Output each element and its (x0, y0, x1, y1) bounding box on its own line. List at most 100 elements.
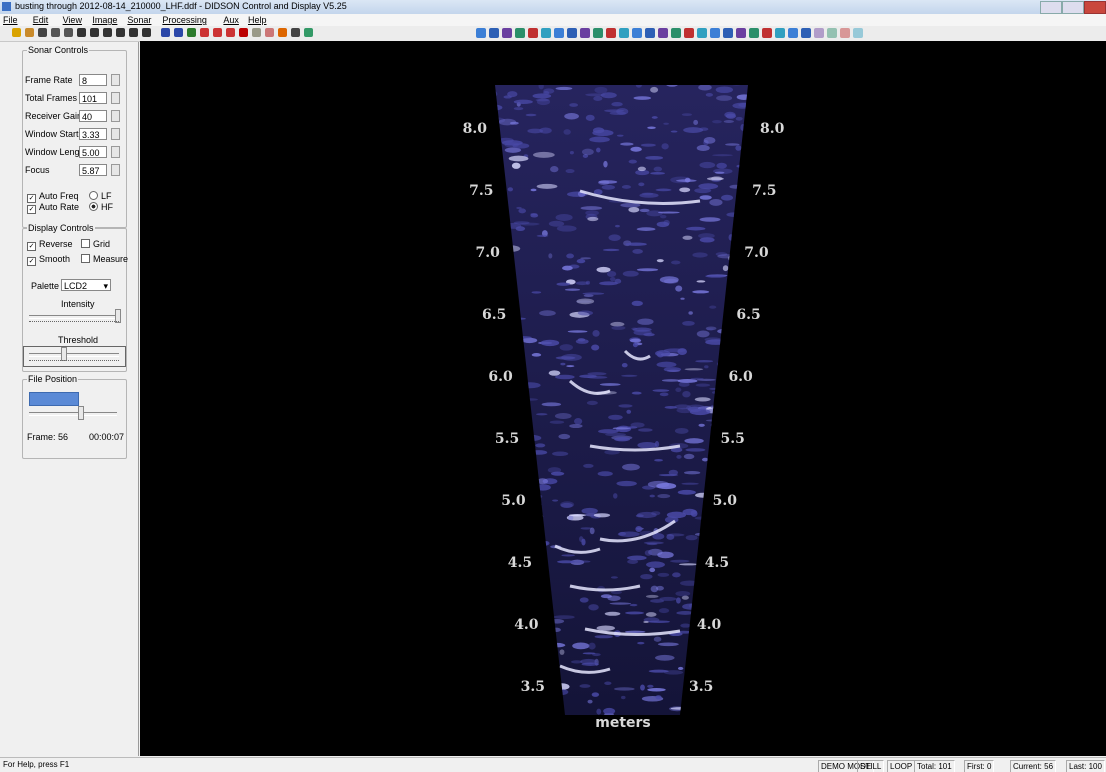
toolbar-button[interactable] (528, 28, 538, 38)
toolbar-button[interactable] (671, 28, 681, 38)
toolbar-button[interactable] (723, 28, 733, 38)
toolbar-button[interactable] (116, 28, 125, 37)
toolbar-button[interactable] (187, 28, 196, 37)
radio-button[interactable] (89, 191, 98, 200)
toolbar-button[interactable] (239, 28, 248, 37)
toolbar-button[interactable] (64, 28, 73, 37)
range-label-left: 7.0 (476, 245, 501, 261)
checkbox[interactable] (81, 254, 90, 263)
toolbar-button[interactable] (619, 28, 629, 38)
close-button[interactable] (1084, 1, 1106, 14)
toolbar-button[interactable] (252, 28, 261, 37)
option[interactable]: ✓Auto Rate (27, 202, 79, 214)
toolbar-button[interactable] (226, 28, 235, 37)
toolbar-button[interactable] (25, 28, 34, 37)
toolbar-button[interactable] (12, 28, 21, 37)
checkbox[interactable]: ✓ (27, 257, 36, 266)
toolbar-button[interactable] (840, 28, 850, 38)
radio-button[interactable] (89, 202, 98, 211)
toolbar-button[interactable] (853, 28, 863, 38)
toolbar-button[interactable] (304, 28, 313, 37)
speckle (539, 127, 551, 133)
toolbar-button[interactable] (200, 28, 209, 37)
minimize-button[interactable] (1040, 1, 1062, 14)
menu-item[interactable]: View (63, 15, 82, 25)
toolbar-button[interactable] (129, 28, 138, 37)
field-input[interactable]: 40 (79, 110, 107, 122)
option[interactable]: HF (89, 202, 113, 212)
toolbar-button[interactable] (174, 28, 183, 37)
toolbar-button[interactable] (554, 28, 564, 38)
option[interactable]: Measure (81, 254, 128, 264)
threshold-thumb[interactable] (61, 347, 67, 361)
palette-select[interactable]: LCD2▾ (61, 279, 111, 291)
toolbar-button[interactable] (213, 28, 222, 37)
option[interactable]: ✓Reverse (27, 239, 73, 251)
spin-button[interactable] (111, 164, 120, 176)
toolbar-button[interactable] (567, 28, 577, 38)
field-input[interactable]: 8 (79, 74, 107, 86)
field-input[interactable]: 5.87 (79, 164, 107, 176)
checkbox[interactable] (81, 239, 90, 248)
toolbar-button[interactable] (541, 28, 551, 38)
spin-button[interactable] (111, 74, 120, 86)
toolbar-button[interactable] (788, 28, 798, 38)
spin-button[interactable] (111, 92, 120, 104)
spin-button[interactable] (111, 110, 120, 122)
toolbar-button[interactable] (51, 28, 60, 37)
toolbar-button[interactable] (710, 28, 720, 38)
toolbar-button[interactable] (90, 28, 99, 37)
menu-item[interactable]: Sonar (127, 15, 151, 25)
toolbar-button[interactable] (684, 28, 694, 38)
menu-item[interactable]: Image (92, 15, 117, 25)
option[interactable]: Grid (81, 239, 110, 249)
speckle (593, 127, 604, 133)
option[interactable]: ✓Smooth (27, 254, 70, 266)
toolbar-button[interactable] (606, 28, 616, 38)
toolbar-button[interactable] (476, 28, 486, 38)
field-input[interactable]: 5.00 (79, 146, 107, 158)
menu-item[interactable]: Processing (162, 15, 207, 25)
toolbar-button[interactable] (278, 28, 287, 37)
toolbar-button[interactable] (762, 28, 772, 38)
field-input[interactable]: 101 (79, 92, 107, 104)
toolbar-button[interactable] (775, 28, 785, 38)
toolbar-button[interactable] (658, 28, 668, 38)
toolbar-button[interactable] (645, 28, 655, 38)
spin-button[interactable] (111, 146, 120, 158)
checkbox[interactable]: ✓ (27, 205, 36, 214)
toolbar-button[interactable] (502, 28, 512, 38)
spin-button[interactable] (111, 128, 120, 140)
toolbar-button[interactable] (489, 28, 499, 38)
menu-item[interactable]: Edit (33, 15, 49, 25)
menu-item[interactable]: Help (248, 15, 267, 25)
speckle (551, 628, 561, 632)
toolbar-button[interactable] (814, 28, 824, 38)
toolbar-button[interactable] (142, 28, 151, 37)
field-input[interactable]: 3.33 (79, 128, 107, 140)
toolbar-button[interactable] (736, 28, 746, 38)
checkbox[interactable]: ✓ (27, 242, 36, 251)
toolbar-button[interactable] (265, 28, 274, 37)
position-slider[interactable] (29, 412, 117, 416)
toolbar-button[interactable] (291, 28, 300, 37)
toolbar-button[interactable] (77, 28, 86, 37)
menu-item[interactable]: File (3, 15, 18, 25)
intensity-slider[interactable] (29, 315, 119, 319)
threshold-slider[interactable] (29, 353, 119, 357)
toolbar-button[interactable] (593, 28, 603, 38)
option[interactable]: LF (89, 191, 112, 201)
toolbar-button[interactable] (632, 28, 642, 38)
toolbar-button[interactable] (103, 28, 112, 37)
menu-item[interactable]: Aux (223, 15, 239, 25)
toolbar-button[interactable] (161, 28, 170, 37)
toolbar-button[interactable] (801, 28, 811, 38)
toolbar-button[interactable] (580, 28, 590, 38)
maximize-button[interactable] (1062, 1, 1084, 14)
toolbar-button[interactable] (749, 28, 759, 38)
toolbar-button[interactable] (697, 28, 707, 38)
toolbar-button[interactable] (827, 28, 837, 38)
toolbar-button[interactable] (38, 28, 47, 37)
position-thumb[interactable] (78, 406, 84, 420)
toolbar-button[interactable] (515, 28, 525, 38)
